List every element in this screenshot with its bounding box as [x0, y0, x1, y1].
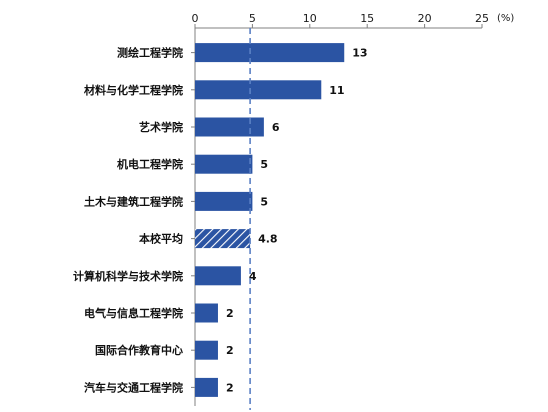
- category-label: 电气与信息工程学院: [84, 306, 183, 320]
- x-tick-label: 10: [303, 12, 317, 25]
- x-tick-label: 20: [418, 12, 432, 25]
- category-label: 材料与化学工程学院: [84, 83, 183, 97]
- bar: [195, 303, 218, 323]
- bar: [195, 377, 218, 397]
- bar: [195, 154, 253, 174]
- x-tick-label: 25: [475, 12, 489, 25]
- category-label: 本校平均: [139, 232, 183, 246]
- bars: 13 11 6 5 5 4.8 4 2 2 2: [195, 43, 368, 397]
- value-label: 5: [260, 195, 268, 208]
- bar: [195, 43, 345, 63]
- category-label: 国际合作教育中心: [95, 343, 183, 357]
- value-label: 2: [226, 381, 234, 394]
- value-label: 13: [352, 47, 367, 60]
- bar: [195, 117, 264, 137]
- bar: [195, 191, 253, 211]
- value-label: 2: [226, 307, 234, 320]
- x-tick-label: 5: [249, 12, 256, 25]
- category-label: 计算机科学与技术学院: [73, 269, 183, 283]
- bar: [195, 80, 322, 100]
- bar-average: [195, 229, 251, 249]
- category-label: 土木与建筑工程学院: [84, 194, 183, 208]
- x-unit-label: (%): [497, 13, 514, 24]
- x-tick-label: 15: [360, 12, 374, 25]
- value-label: 11: [329, 84, 344, 97]
- x-tick-label: 0: [192, 12, 199, 25]
- value-label: 4: [249, 270, 257, 283]
- bar: [195, 340, 218, 360]
- bar: [195, 266, 241, 286]
- category-labels: 测绘工程学院材料与化学工程学院艺术学院机电工程学院土木与建筑工程学院本校平均计算…: [73, 46, 195, 394]
- value-label: 6: [272, 121, 280, 134]
- category-label: 测绘工程学院: [117, 46, 183, 60]
- category-label: 艺术学院: [139, 120, 183, 134]
- value-label: 5: [260, 158, 268, 171]
- category-label: 汽车与交通工程学院: [84, 380, 183, 394]
- value-label: 4.8: [258, 233, 278, 246]
- value-label: 2: [226, 344, 234, 357]
- category-label: 机电工程学院: [117, 157, 183, 171]
